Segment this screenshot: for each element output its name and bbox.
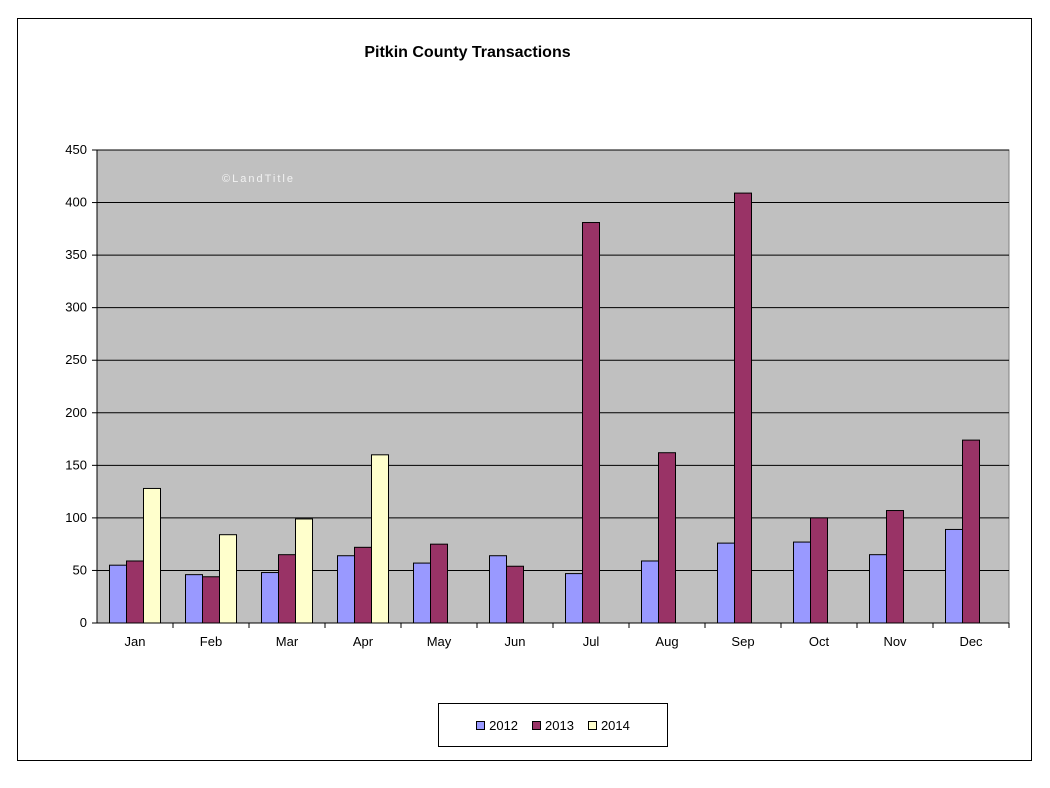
chart-title: Pitkin County Transactions (364, 44, 571, 61)
legend-swatch-2012 (476, 720, 486, 730)
bar-2013-sep (734, 192, 752, 624)
bar-2013-mar (278, 554, 296, 624)
x-tick-label: May (427, 634, 452, 649)
bar-2012-jun (489, 555, 507, 624)
watermark: ©LandTitle (222, 173, 295, 185)
y-tick-label: 450 (65, 142, 87, 157)
y-tick-label: 50 (73, 562, 87, 577)
x-tick-label: Jul (583, 634, 600, 649)
bar-2013-feb (202, 576, 220, 624)
bar-2013-aug (658, 452, 676, 624)
legend-item-2013: 2013 (532, 718, 574, 733)
y-tick-label: 250 (65, 352, 87, 367)
legend-label-2012: 2012 (489, 717, 519, 733)
y-tick-label: 0 (80, 615, 87, 630)
legend-label-2014: 2014 (600, 717, 630, 733)
x-tick-label: Nov (883, 634, 907, 649)
bar-2012-mar (261, 572, 279, 624)
bar-2014-mar (295, 518, 313, 624)
y-tick-label: 200 (65, 405, 87, 420)
bar-2013-jun (506, 565, 524, 624)
bar-2012-nov (869, 554, 887, 624)
bar-2012-sep (717, 542, 735, 624)
y-tick-label: 350 (65, 247, 87, 262)
bar-2013-nov (886, 510, 904, 624)
legend-item-2012: 2012 (476, 718, 518, 733)
legend-swatch-2014 (587, 720, 597, 730)
x-tick-label: Oct (809, 634, 830, 649)
legend: 2012 2013 2014 (438, 703, 668, 747)
legend-swatch-2013 (532, 720, 542, 730)
x-tick-label: Sep (731, 634, 754, 649)
legend-item-2014: 2014 (587, 717, 630, 733)
bar-2012-dec (945, 528, 963, 624)
bar-2013-jan (126, 560, 144, 624)
bar-2014-jan (143, 487, 161, 624)
plot-area (96, 149, 1010, 624)
x-tick-label: Mar (276, 634, 299, 649)
bar-2012-apr (337, 555, 355, 624)
bar-2012-aug (641, 560, 659, 624)
bar-2014-feb (219, 534, 237, 624)
x-tick-label: Dec (959, 634, 983, 649)
y-tick-label: 100 (65, 510, 87, 525)
x-tick-label: Aug (655, 634, 678, 649)
legend-label-2013: 2013 (545, 717, 574, 733)
bar-2013-jul (582, 222, 600, 624)
bar-2013-may (430, 543, 448, 624)
bar-2014-apr (371, 454, 389, 624)
x-tick-label: Apr (353, 634, 374, 649)
y-tick-label: 400 (65, 195, 87, 210)
bar-2013-dec (962, 439, 980, 624)
bar-2013-apr (354, 546, 372, 624)
bar-2012-may (413, 562, 431, 624)
bar-2013-oct (810, 517, 828, 624)
bar-2012-jul (565, 573, 583, 624)
x-tick-label: Jan (125, 634, 146, 649)
x-tick-label: Jun (505, 634, 526, 649)
bar-2012-oct (793, 541, 811, 624)
y-tick-label: 150 (65, 457, 87, 472)
bar-2012-jan (109, 564, 127, 624)
y-tick-label: 300 (65, 300, 87, 315)
x-tick-label: Feb (200, 634, 222, 649)
bar-2012-feb (185, 574, 203, 624)
